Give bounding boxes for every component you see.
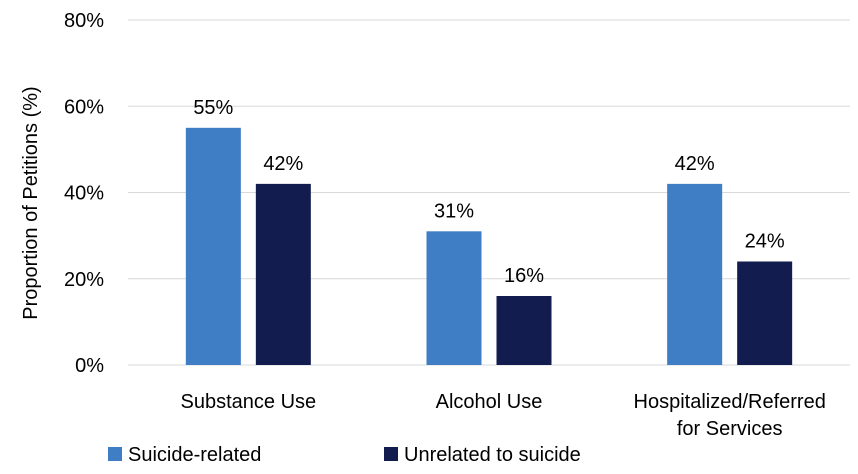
y-axis: 0% 20% 40% 60% 80%: [64, 10, 104, 377]
x-tick-label: Alcohol Use: [436, 391, 543, 413]
x-axis: Substance Use Alcohol Use Hospitalized/Ref…: [181, 391, 826, 440]
data-label: 55%: [193, 97, 233, 119]
bar-suicide-related: [667, 183, 723, 365]
data-label: 24%: [745, 231, 785, 253]
bar-unrelated-to-suicide: [496, 296, 552, 365]
bar-unrelated-to-suicide: [737, 261, 793, 365]
data-labels: 55% 42% 31% 16% 42% 24%: [193, 97, 785, 287]
legend: Suicide-related Unrelated to suicide: [108, 444, 581, 466]
bar-suicide-related: [426, 231, 482, 365]
y-axis-title: Proportion of Petitions (%): [20, 86, 42, 319]
legend-label: Suicide-related: [128, 444, 261, 466]
x-tick-label: Hospitalized/Referred for Services: [634, 391, 826, 440]
data-label: 16%: [504, 265, 544, 287]
legend-swatch: [108, 447, 122, 461]
legend-swatch: [384, 447, 398, 461]
data-label: 42%: [263, 153, 303, 175]
x-tick-label-line: Hospitalized/Referred: [634, 391, 826, 413]
bars: [185, 127, 793, 365]
y-tick-label: 20%: [64, 269, 104, 291]
data-label: 42%: [675, 153, 715, 175]
x-tick-label: Substance Use: [181, 391, 317, 413]
x-tick-label-line: Substance Use: [181, 391, 317, 413]
bar-suicide-related: [185, 127, 241, 365]
bar-unrelated-to-suicide: [255, 183, 311, 365]
y-tick-label: 60%: [64, 96, 104, 118]
y-tick-label: 40%: [64, 183, 104, 205]
x-tick-label-line: for Services: [677, 418, 783, 440]
y-tick-label: 80%: [64, 10, 104, 32]
gridlines: [128, 19, 850, 366]
data-label: 31%: [434, 200, 474, 222]
legend-label: Unrelated to suicide: [404, 444, 581, 466]
x-tick-label-line: Alcohol Use: [436, 391, 543, 413]
y-tick-label: 0%: [75, 355, 104, 377]
